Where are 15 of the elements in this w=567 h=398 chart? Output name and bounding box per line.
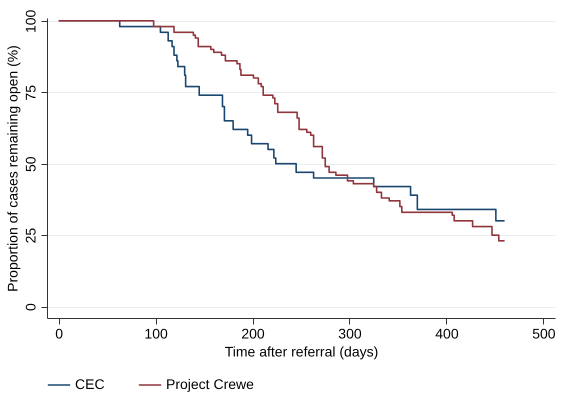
x-tick-label: 0 (55, 326, 64, 342)
x-axis-title: Time after referral (days) (224, 344, 378, 360)
x-tick-label: 200 (241, 326, 265, 342)
x-tick-label: 100 (144, 326, 168, 342)
y-tick-label: 100 (22, 9, 38, 34)
y-tick-label: 0 (22, 302, 38, 311)
legend-label: Project Crewe (166, 376, 254, 392)
x-tick-label: 400 (435, 326, 459, 342)
y-tick-label: 25 (22, 228, 38, 244)
y-axis-title: Proportion of cases remaining open (%) (4, 45, 20, 292)
legend-label: CEC (75, 376, 105, 392)
y-tick-label: 75 (22, 84, 38, 101)
y-tick-label: 50 (22, 156, 38, 172)
x-tick-label: 500 (532, 326, 556, 342)
x-tick-label: 300 (338, 326, 362, 342)
